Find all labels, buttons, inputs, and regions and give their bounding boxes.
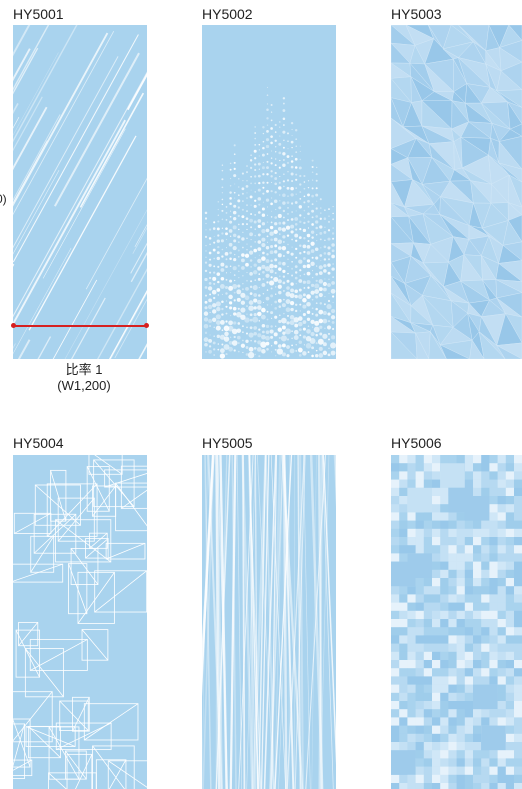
- pattern-swatch-hy5006[interactable]: [391, 455, 522, 789]
- width-label: (W1,200): [57, 378, 111, 393]
- scale-caption: 比率 1 (W1,200): [42, 362, 126, 394]
- scale-width-line: [13, 325, 146, 327]
- scale-line-end-dot: [144, 323, 149, 328]
- pattern-swatch-hy5003[interactable]: [391, 25, 522, 359]
- pattern-code-hy5005: HY5005: [202, 435, 253, 451]
- scale-line-start-dot: [11, 323, 16, 328]
- pattern-code-hy5004: HY5004: [13, 435, 64, 451]
- pattern-swatch-hy5005[interactable]: [202, 455, 336, 789]
- side-label-1: 、: [0, 176, 8, 190]
- pattern-code-hy5001: HY5001: [13, 6, 64, 22]
- pattern-swatch-hy5004[interactable]: [13, 455, 147, 789]
- pattern-code-hy5002: HY5002: [202, 6, 253, 22]
- pattern-code-hy5003: HY5003: [391, 6, 442, 22]
- pattern-swatch-hy5001[interactable]: [13, 25, 147, 359]
- pattern-swatch-hy5002[interactable]: [202, 25, 336, 359]
- side-label-2: 0): [0, 192, 7, 206]
- pattern-code-hy5006: HY5006: [391, 435, 442, 451]
- ratio-label: 比率 1: [65, 362, 103, 377]
